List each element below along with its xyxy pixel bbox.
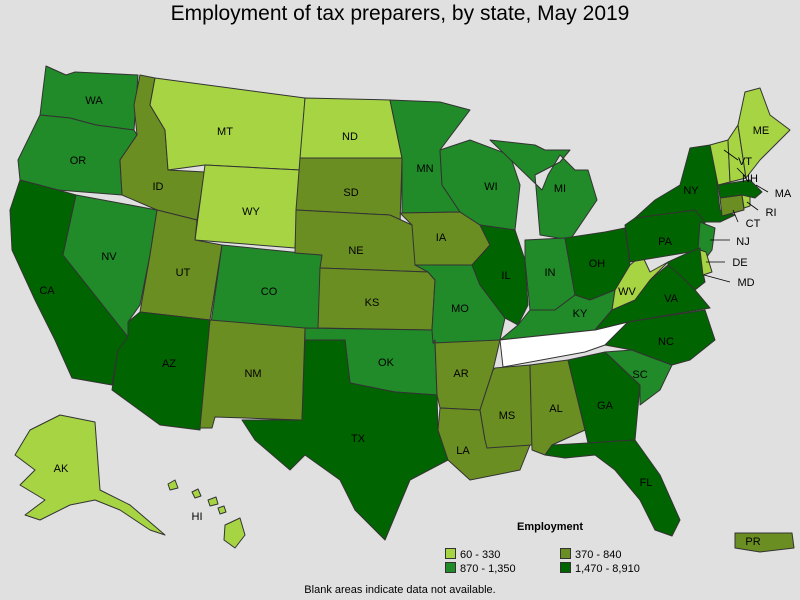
label-nv: NV	[101, 251, 117, 263]
label-il: IL	[501, 270, 510, 282]
label-de: DE	[732, 257, 747, 269]
label-ar: AR	[453, 368, 468, 380]
state-ct[interactable]	[719, 194, 745, 217]
state-fl[interactable]	[544, 439, 681, 537]
label-ct: CT	[746, 218, 761, 230]
label-ks: KS	[365, 297, 380, 309]
legend-swatch-3	[560, 548, 571, 559]
legend-label-3: 370 - 840	[575, 549, 622, 561]
state-me[interactable]	[737, 87, 791, 179]
state-de[interactable]	[699, 249, 713, 276]
leader-lines	[703, 149, 769, 283]
label-al: AL	[549, 403, 562, 415]
label-mt: MT	[217, 126, 233, 138]
legend-label-1: 60 - 330	[460, 549, 501, 561]
label-co: CO	[261, 286, 278, 298]
label-wv: WV	[618, 286, 636, 298]
data-availability-note: Blank areas indicate data not available.	[304, 584, 496, 596]
label-ok: OK	[378, 357, 395, 369]
label-ri: RI	[766, 207, 777, 219]
state-tx[interactable]	[241, 339, 449, 541]
label-hi: HI	[192, 511, 203, 523]
label-nc: NC	[658, 336, 674, 348]
legend: Employment 60 - 330 870 - 1,350 370 - 84…	[445, 521, 645, 576]
state-mt[interactable]	[149, 77, 306, 171]
label-az: AZ	[162, 358, 176, 370]
label-ca: CA	[39, 285, 55, 297]
label-nm: NM	[244, 368, 261, 380]
legend-swatch-1	[445, 548, 456, 559]
label-la: LA	[456, 445, 470, 457]
label-ms: MS	[499, 410, 516, 422]
label-mn: MN	[416, 163, 433, 175]
label-ne: NE	[348, 245, 363, 257]
legend-item-2: 870 - 1,350	[445, 562, 516, 575]
label-in: IN	[545, 267, 556, 279]
state-labels: WA OR CA NV ID MT WY UT AZ CO NM ND SD N…	[39, 95, 792, 548]
label-ky: KY	[573, 308, 588, 320]
legend-item-4: 1,470 - 8,910	[560, 562, 640, 575]
label-vt: VT	[738, 156, 752, 168]
legend-swatch-2	[445, 562, 456, 573]
label-ny: NY	[683, 185, 699, 197]
legend-swatch-4	[560, 562, 571, 573]
label-oh: OH	[589, 258, 606, 270]
label-tx: TX	[351, 433, 366, 445]
label-nd: ND	[342, 131, 358, 143]
label-ma: MA	[775, 188, 792, 200]
state-ak[interactable]	[14, 414, 166, 536]
label-md: MD	[737, 277, 754, 289]
label-wa: WA	[85, 95, 103, 107]
legend-item-1: 60 - 330	[445, 548, 500, 561]
label-sd: SD	[343, 187, 358, 199]
label-mo: MO	[451, 303, 469, 315]
label-sc: SC	[632, 369, 647, 381]
label-or: OR	[70, 155, 87, 167]
label-wy: WY	[242, 206, 260, 218]
state-pr[interactable]	[734, 532, 795, 553]
label-fl: FL	[640, 477, 653, 489]
label-nj: NJ	[736, 236, 749, 248]
state-nd[interactable]	[299, 97, 403, 159]
legend-item-3: 370 - 840	[560, 548, 621, 561]
state-ma[interactable]	[717, 179, 763, 199]
state-ny[interactable]	[634, 144, 736, 223]
legend-label-2: 870 - 1,350	[460, 563, 516, 575]
label-ga: GA	[597, 400, 614, 412]
label-id: ID	[153, 181, 164, 193]
map-title: Employment of tax preparers, by state, M…	[170, 2, 630, 25]
legend-label-4: 1,470 - 8,910	[575, 563, 640, 575]
state-ut[interactable]	[139, 209, 223, 321]
label-pa: PA	[658, 236, 673, 248]
label-ut: UT	[176, 267, 191, 279]
label-pr: PR	[745, 536, 760, 548]
label-wi: WI	[484, 181, 497, 193]
label-me: ME	[753, 125, 770, 137]
state-il[interactable]	[471, 224, 529, 326]
label-mi: MI	[554, 183, 566, 195]
label-ak: AK	[54, 463, 69, 475]
label-va: VA	[664, 293, 679, 305]
state-md[interactable]	[667, 247, 706, 291]
label-ia: IA	[436, 232, 447, 244]
state-hi[interactable]	[167, 479, 246, 549]
label-nh: NH	[742, 173, 758, 185]
legend-title: Employment	[516, 521, 583, 533]
